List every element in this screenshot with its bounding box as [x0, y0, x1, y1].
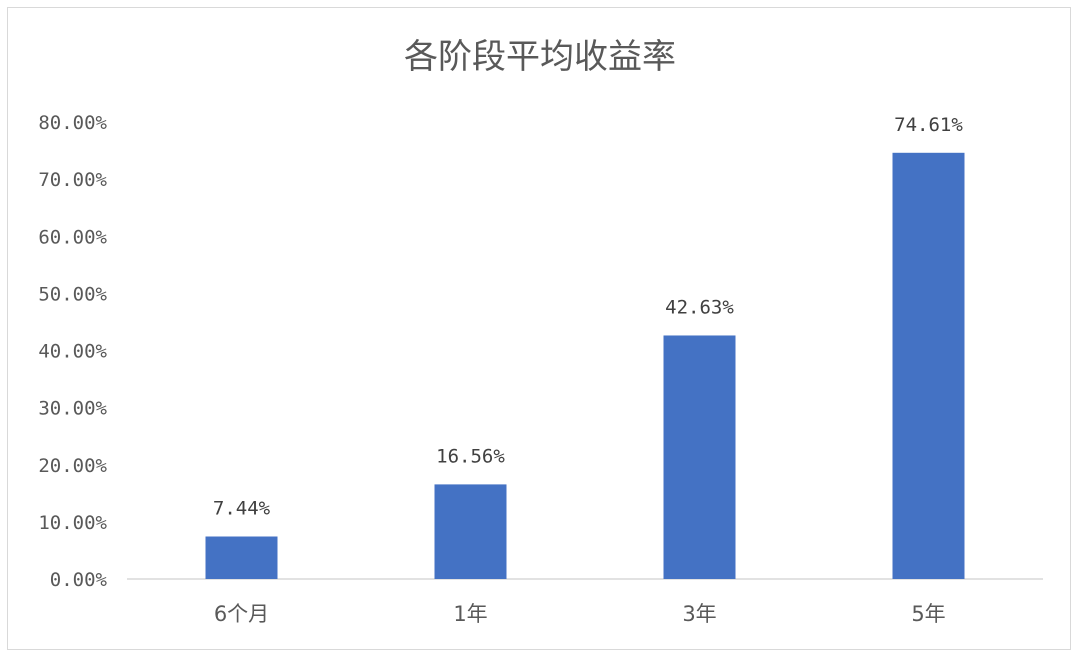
y-tick-label: 40.00% — [38, 341, 107, 363]
bar — [892, 152, 965, 579]
bar — [205, 536, 278, 579]
x-category-label: 6个月 — [214, 602, 269, 626]
x-category-label: 5年 — [911, 602, 945, 626]
chart-title: 各阶段平均收益率 — [404, 37, 676, 77]
bar-data-label: 42.63% — [665, 296, 734, 318]
x-axis-category-labels: 6个月 1年 3年 5年 — [214, 602, 946, 626]
x-category-label: 3年 — [682, 602, 716, 626]
y-tick-label: 70.00% — [38, 169, 107, 191]
y-tick-label: 0.00% — [50, 569, 108, 591]
data-labels-group: 7.44% 16.56% 42.63% 74.61% — [213, 114, 963, 520]
x-category-label: 1年 — [453, 602, 487, 626]
bar — [663, 335, 736, 579]
y-tick-label: 30.00% — [38, 398, 107, 420]
y-tick-label: 20.00% — [38, 455, 107, 477]
bars-group — [205, 152, 965, 579]
y-tick-label: 50.00% — [38, 283, 107, 305]
bar-data-label: 7.44% — [213, 497, 271, 519]
y-tick-label: 80.00% — [38, 112, 107, 134]
bar — [434, 484, 507, 579]
y-axis-ticks: 0.00% 10.00% 20.00% 30.00% 40.00% 50.00% 60.00… — [38, 112, 107, 591]
y-tick-label: 10.00% — [38, 512, 107, 534]
y-tick-label: 60.00% — [38, 226, 107, 248]
bar-data-label: 74.61% — [894, 114, 963, 136]
bar-data-label: 16.56% — [436, 445, 505, 467]
